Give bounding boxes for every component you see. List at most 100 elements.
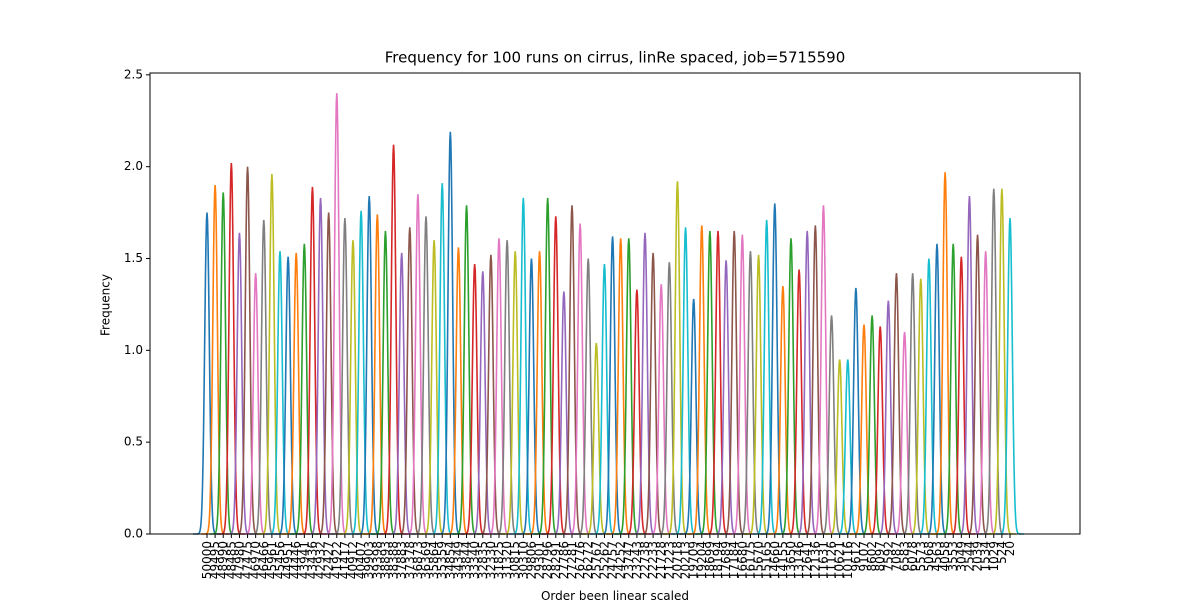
x-tick-label: 38388 [387,541,401,579]
x-tick-label: 49495 [208,541,222,579]
x-tick-label: 42932 [314,541,328,579]
x-tick-label: 14660 [768,541,782,579]
x-tick-label: 47475 [241,541,255,579]
x-tick-label: 26776 [573,541,587,579]
x-tick-label: 25262 [597,541,611,579]
x-tick-label: 34349 [451,541,465,579]
x-tick-label: 12641 [800,541,814,579]
x-tick-label: 24757 [606,541,620,579]
x-tick-label: 37378 [403,541,417,579]
x-tick-label: 7087 [889,541,903,572]
x-tick-label: 35864 [427,541,441,579]
x-tick-label: 46466 [257,541,271,579]
x-tick-label: 43436 [305,541,319,579]
x-tick-label: 48990 [216,541,230,579]
x-tick-label: 32835 [476,541,490,579]
x-tick-label: 1534 [979,541,993,572]
x-tick-label: 2039 [971,541,985,572]
x-tick-label: 34854 [443,541,457,579]
x-tick-label: 20 [1003,541,1017,556]
x-tick-label: 30310 [516,541,530,579]
x-tick-label: 33340 [468,541,482,579]
x-tick-label: 47980 [232,541,246,579]
x-tick-label: 18699 [703,541,717,579]
x-tick-label: 17689 [719,541,733,579]
x-tick-label: 10621 [833,541,847,579]
x-tick-label: 30815 [508,541,522,579]
x-tick-label: 15165 [760,541,774,579]
y-axis-label: Frequency [99,274,113,336]
x-tick-label: 46970 [249,541,263,579]
x-tick-label: 27281 [565,541,579,579]
x-tick-label: 31320 [500,541,514,579]
x-tick-label: 11126 [825,541,839,579]
x-tick-label: 22738 [638,541,652,579]
y-tick-label: 0.5 [124,435,143,449]
x-tick-label: 12136 [808,541,822,579]
x-tick-label: 18194 [711,541,725,579]
x-tick-label: 21728 [654,541,668,579]
x-tick-label: 3553 [946,541,960,572]
x-tick-label: 37883 [395,541,409,579]
x-tick-label: 31825 [492,541,506,579]
x-tick-label: 29301 [533,541,547,579]
x-tick-label: 44446 [289,541,303,579]
x-tick-label: 9107 [857,541,871,572]
x-tick-label: 20718 [670,541,684,579]
x-tick-label: 23243 [630,541,644,579]
x-tick-label: 36873 [411,541,425,579]
x-tick-label: 14155 [776,541,790,579]
x-tick-label: 13650 [784,541,798,579]
y-tick-label: 1.5 [124,251,143,265]
x-tick-label: 8602 [865,541,879,572]
x-tick-label: 23747 [622,541,636,579]
x-tick-label: 22233 [646,541,660,579]
x-tick-label: 33844 [460,541,474,579]
y-tick-label: 1.0 [124,343,143,357]
x-axis-label: Order been linear scaled [541,589,689,600]
y-tick-label: 0.0 [124,527,143,541]
x-tick-label: 16175 [743,541,757,579]
x-tick-label: 45456 [273,541,287,579]
x-tick-label: 2544 [962,541,976,572]
x-tick-label: 20213 [679,541,693,579]
x-tick-label: 28796 [541,541,555,579]
x-tick-label: 42427 [322,541,336,579]
axes-frame [149,72,1081,535]
y-tick-label: 2.0 [124,159,143,173]
x-tick-label: 50000 [200,541,214,579]
x-tick-label: 6583 [898,541,912,572]
x-tick-label: 3049 [954,541,968,572]
x-tick-label: 40407 [354,541,368,579]
x-tick-label: 38893 [378,541,392,579]
x-tick-label: 44951 [281,541,295,579]
x-tick-label: 524 [995,541,1009,564]
x-tick-label: 7592 [881,541,895,572]
x-tick-label: 32330 [484,541,498,579]
x-tick-label: 48485 [224,541,238,579]
x-tick-label: 8097 [873,541,887,572]
x-tick-label: 4058 [938,541,952,572]
x-tick-label: 1029 [987,541,1001,572]
x-tick-label: 40912 [346,541,360,579]
x-tick-label: 11631 [816,541,830,579]
x-tick-label: 43941 [297,541,311,579]
x-tick-label: 28291 [549,541,563,579]
x-tick-label: 29806 [524,541,538,579]
x-tick-label: 25767 [589,541,603,579]
x-tick-label: 24252 [614,541,628,579]
x-tick-label: 41417 [338,541,352,579]
chart-title: Frequency for 100 runs on cirrus, linRe … [385,49,846,67]
y-tick-label: 2.5 [124,67,143,81]
x-tick-label: 45961 [265,541,279,579]
x-tick-label: 19709 [687,541,701,579]
x-tick-label: 41922 [330,541,344,579]
x-tick-label: 6078 [906,541,920,572]
x-tick-label: 10116 [841,541,855,579]
x-tick-label: 16680 [735,541,749,579]
x-tick-label: 9612 [849,541,863,572]
x-tick-label: 17184 [727,541,741,579]
x-tick-label: 4563 [930,541,944,572]
